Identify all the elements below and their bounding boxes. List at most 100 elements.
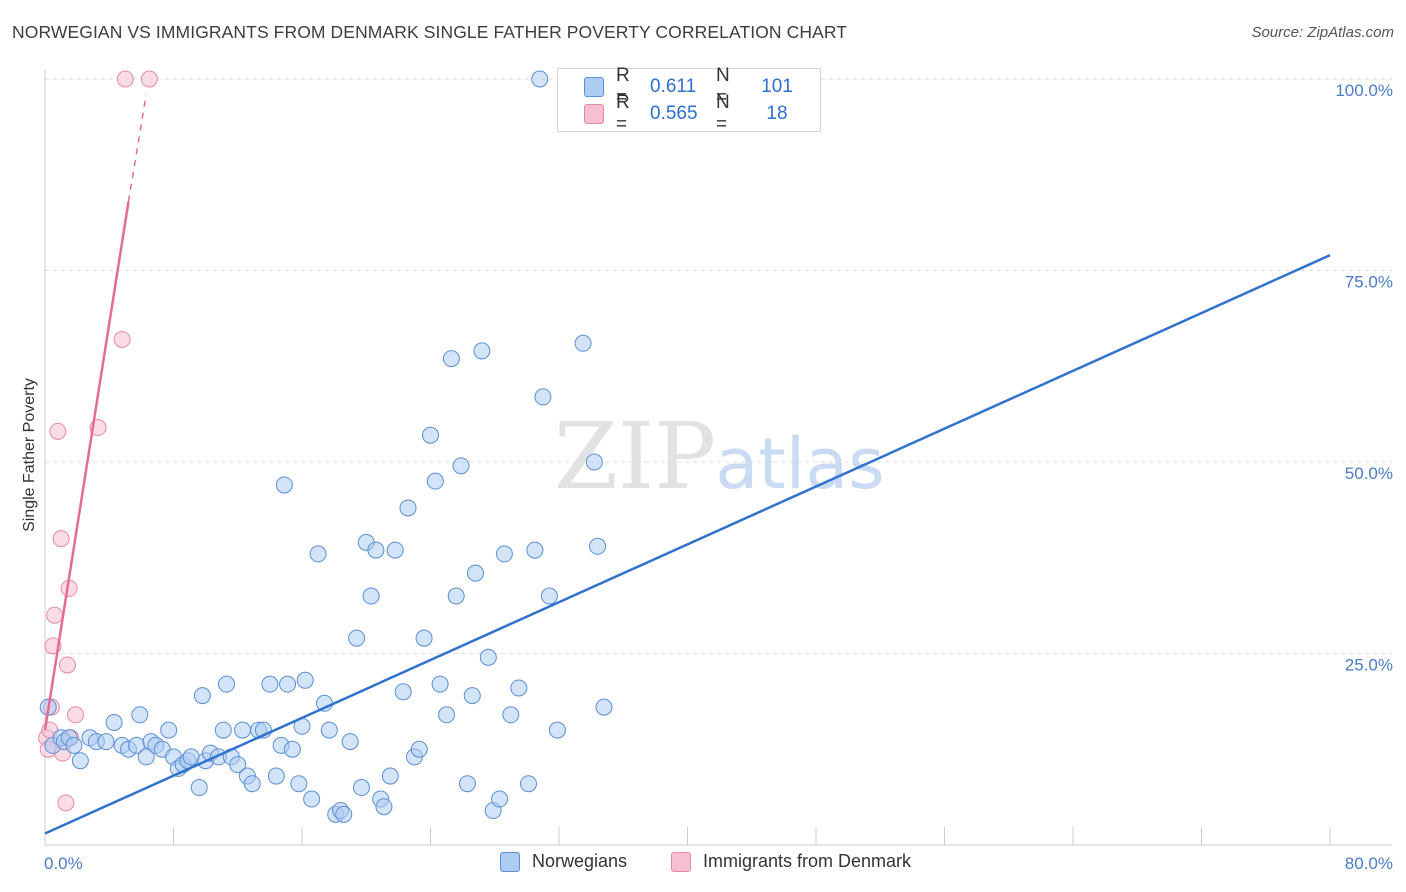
legend-n-value: 18 <box>766 103 788 124</box>
norwegian-point <box>279 675 297 693</box>
norwegian-point <box>479 648 497 666</box>
denmark-points <box>38 70 158 812</box>
legend-r-value: 0.611 <box>650 76 697 97</box>
correlation-legend: R = 0.611 N = 101 R = 0.565 N = 18 <box>557 65 821 135</box>
legend-swatch-norwegians <box>500 851 520 872</box>
norwegian-point <box>160 721 178 739</box>
source-label: Source: ZipAtlas.com <box>1251 24 1394 41</box>
axes <box>44 70 1392 846</box>
norwegian-point <box>362 587 380 605</box>
norwegian-point <box>218 675 236 693</box>
norwegian-point <box>367 541 385 559</box>
norwegian-point <box>534 388 552 406</box>
series-legend: Norwegians Immigrants from Denmark <box>0 851 1406 877</box>
norwegian-point <box>422 426 439 444</box>
norwegian-point <box>341 733 359 751</box>
legend-row-denmark: R = 0.565 N = 18 <box>584 92 800 135</box>
denmark-point <box>49 422 67 440</box>
norwegian-point <box>510 679 528 697</box>
norwegian-point <box>320 721 338 739</box>
norwegian-point <box>309 545 327 563</box>
norwegian-point <box>243 775 261 793</box>
norwegian-point <box>595 698 613 716</box>
legend-item-denmark[interactable]: Immigrants from Denmark <box>671 851 911 872</box>
norwegian-point <box>548 721 566 739</box>
norwegian-point <box>458 775 476 793</box>
denmark-point <box>113 330 131 348</box>
y-tick-label: 25.0% <box>1345 656 1393 675</box>
legend-swatch-norwegians <box>584 77 604 97</box>
denmark-point <box>46 606 64 624</box>
norwegian-point <box>71 752 89 770</box>
norwegian-trend-line <box>44 254 1331 835</box>
norwegian-point <box>261 675 279 693</box>
legend-row-norwegians: R = 0.611 N = 101 <box>584 65 800 108</box>
norwegian-point <box>335 805 353 823</box>
trend-lines <box>43 94 1331 835</box>
legend-n-label: N = <box>716 65 730 108</box>
norwegian-point <box>526 541 544 559</box>
denmark-point <box>140 70 158 88</box>
norwegian-point <box>399 499 417 517</box>
norwegian-point <box>531 70 549 88</box>
denmark-trend-extension <box>127 94 147 202</box>
norwegian-point <box>585 453 603 471</box>
norwegian-point <box>386 541 404 559</box>
norwegian-point <box>229 756 247 774</box>
norwegian-point <box>438 706 456 724</box>
norwegian-point <box>466 564 484 582</box>
norwegian-point <box>131 706 149 724</box>
y-tick-label: 50.0% <box>1345 464 1393 483</box>
x-tick-label-max: 80.0% <box>1345 854 1393 873</box>
norwegian-point <box>502 706 520 724</box>
norwegian-point <box>589 537 607 555</box>
norwegian-point <box>234 721 252 739</box>
norwegian-point <box>447 587 465 605</box>
norwegian-point <box>519 775 537 793</box>
norwegian-point <box>442 350 460 368</box>
denmark-point <box>67 706 85 724</box>
norwegian-point <box>97 733 115 751</box>
norwegian-point <box>137 748 155 766</box>
legend-label-denmark: Immigrants from Denmark <box>703 851 912 871</box>
watermark-atlas: atlas <box>715 423 884 505</box>
legend-item-norwegians[interactable]: Norwegians <box>500 851 627 872</box>
denmark-point <box>116 70 134 88</box>
norwegian-point <box>352 779 370 797</box>
denmark-point <box>57 794 75 812</box>
legend-swatch-denmark <box>671 851 691 872</box>
legend-r-value: 0.565 <box>650 103 698 124</box>
norwegian-point <box>431 675 449 693</box>
grid-lines <box>45 78 1392 654</box>
norwegian-point <box>415 629 433 647</box>
norwegian-point <box>190 779 208 797</box>
y-tick-label: 75.0% <box>1345 273 1393 292</box>
norwegian-point <box>375 798 393 816</box>
norwegian-point <box>381 767 399 785</box>
norwegian-point <box>495 545 513 563</box>
norwegian-point <box>473 342 491 360</box>
watermark: ZIP atlas <box>554 403 885 510</box>
denmark-trend-line <box>43 201 130 731</box>
norwegian-point <box>275 476 293 494</box>
legend-label-norwegians: Norwegians <box>532 851 628 871</box>
norwegian-point <box>267 767 285 785</box>
denmark-point <box>52 530 70 548</box>
y-axis-label: Single Father Poverty <box>21 378 38 532</box>
norwegian-point <box>540 587 558 605</box>
norwegian-point <box>303 790 321 808</box>
legend-r-label: R = <box>616 65 630 108</box>
norwegian-point <box>105 713 123 731</box>
norwegian-point <box>283 740 301 758</box>
watermark-zip: ZIP <box>554 403 716 510</box>
denmark-point <box>58 656 76 674</box>
norwegian-point <box>574 334 592 352</box>
norwegian-point <box>452 457 470 475</box>
norwegian-point <box>426 472 444 490</box>
x-tick-labels: 0.0% 80.0% <box>44 854 1393 873</box>
legend-r-label: R = <box>616 92 630 135</box>
norwegian-point <box>348 629 366 647</box>
norwegian-point <box>193 687 211 705</box>
norwegian-point <box>182 748 200 766</box>
